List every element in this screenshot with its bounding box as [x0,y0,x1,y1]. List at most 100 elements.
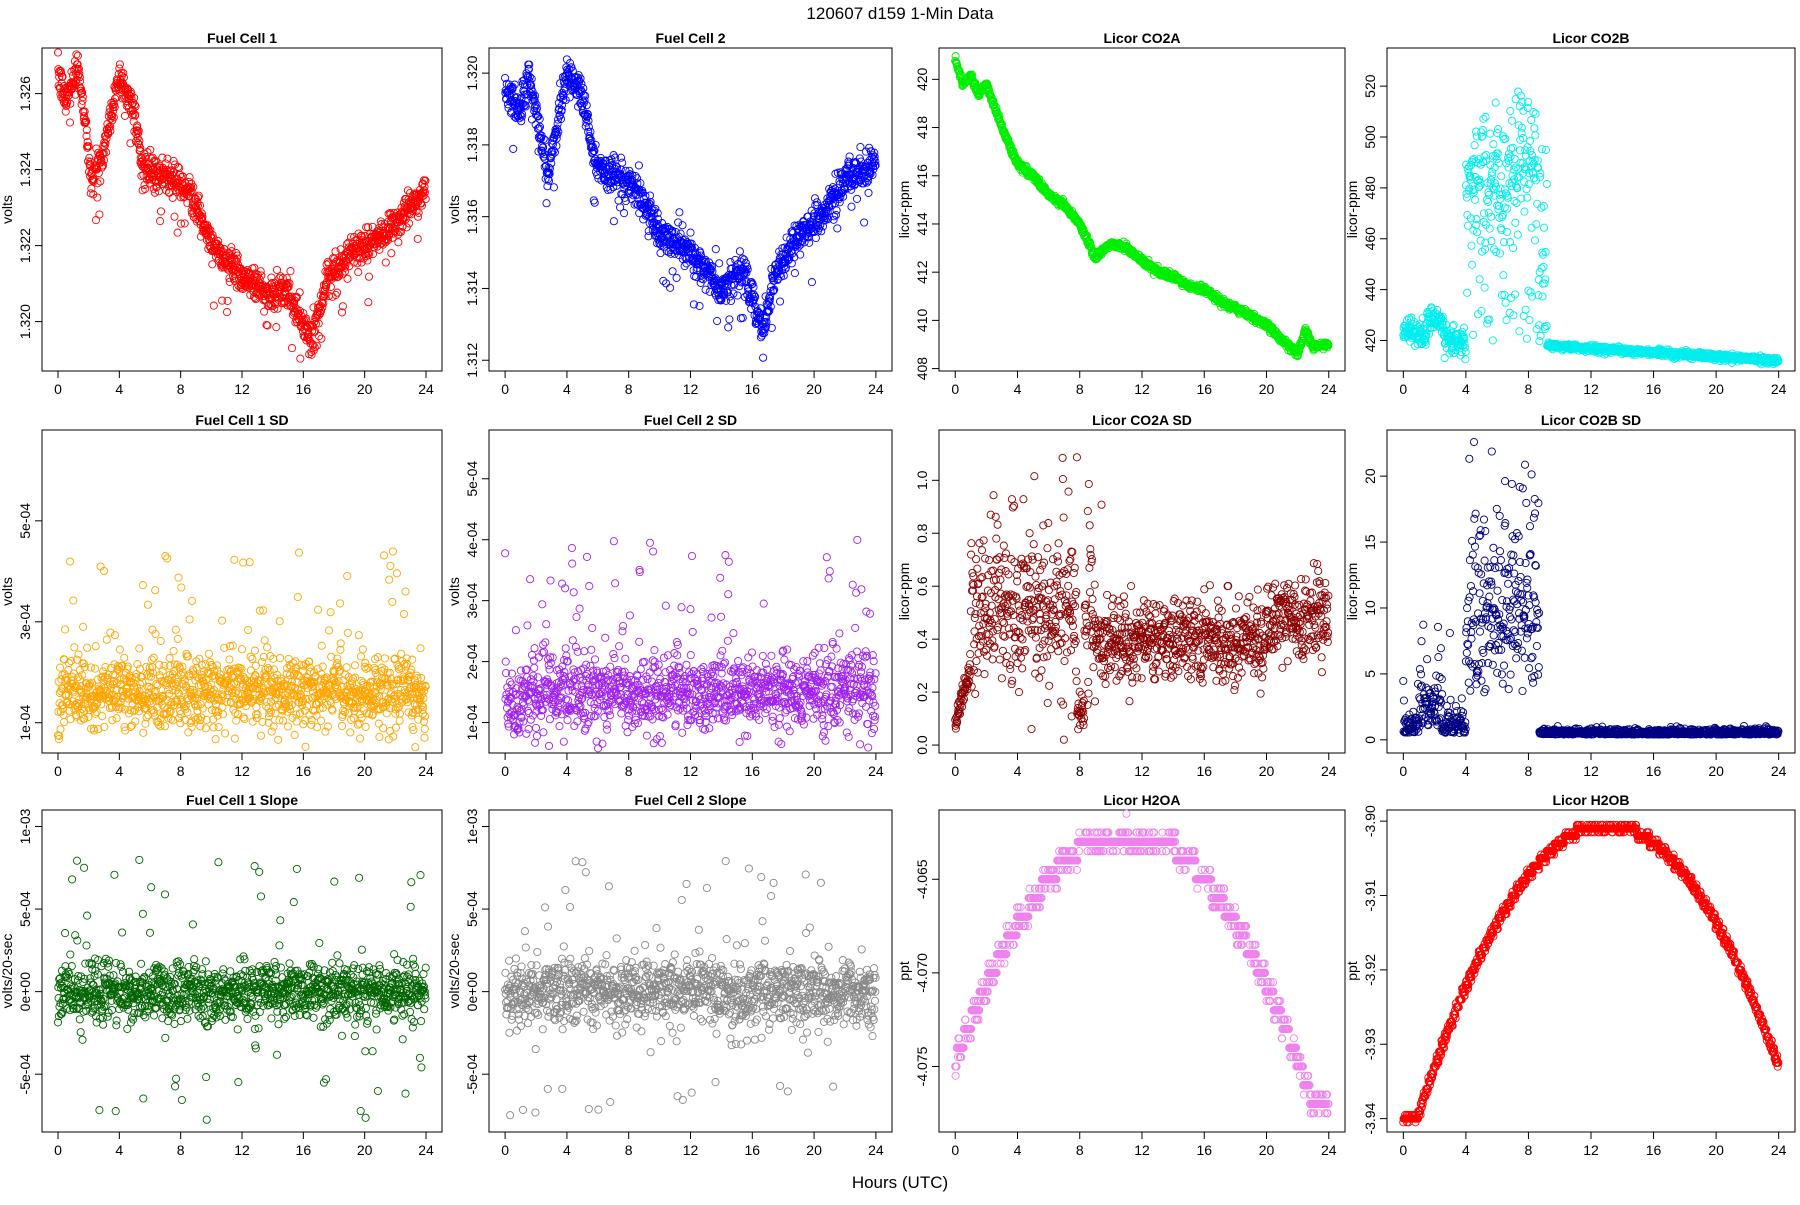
x-tick-label: 24 [1321,381,1337,397]
data-point [344,275,351,282]
panel-title: Licor CO2A [1103,30,1180,46]
data-point [57,726,64,733]
data-point [848,203,855,210]
x-tick-label: 12 [234,763,250,779]
y-axis-label: volts [0,195,15,224]
x-tick-label: 12 [683,381,699,397]
x-tick-label: 4 [115,381,123,397]
data-point [1539,293,1546,300]
y-axis-label: licor-ppm [1344,181,1360,239]
data-point [1490,141,1497,148]
data-point [1521,208,1528,215]
panel-title: Fuel Cell 1 [207,30,277,46]
y-tick-label: 440 [1362,278,1378,302]
data-point [1512,219,1519,226]
data-point [1504,205,1511,212]
data-point [716,260,723,267]
data-point [1533,221,1540,228]
data-point [1464,289,1471,296]
data-point [1460,324,1467,331]
data-point [1540,263,1547,270]
data-point [288,345,295,352]
x-tick-label: 20 [1708,381,1724,397]
data-point [1476,276,1483,283]
x-tick-label: 16 [1646,381,1662,397]
y-tick-label: 1.316 [464,199,480,234]
y-tick-label: 418 [914,116,930,140]
data-point [1542,146,1549,153]
x-tick-label: 8 [1076,381,1084,397]
data-point [1468,242,1475,249]
series-points [54,49,429,362]
x-tick-label: 0 [54,381,62,397]
x-tick-label: 16 [296,381,312,397]
y-tick-label: 420 [1362,329,1378,353]
data-point [1471,142,1478,149]
data-point [223,309,230,316]
data-point [66,558,73,565]
x-tick-label: 8 [625,381,633,397]
data-point [1540,203,1547,210]
data-point [1516,328,1523,335]
x-tick-label: 0 [54,763,62,779]
data-point [610,218,617,225]
data-point [760,354,767,361]
data-point [334,289,341,296]
y-tick-label: 3e-04 [17,604,33,640]
data-point [712,246,719,253]
y-axis-label: licor-ppm [896,181,912,239]
data-point [1462,356,1469,363]
data-point [1516,103,1523,110]
data-point [70,597,77,604]
data-point [74,52,81,59]
x-tick-label: 20 [357,763,373,779]
data-point [395,239,402,246]
data-point [65,660,72,667]
data-point [186,174,193,181]
data-point [96,211,103,218]
data-point [1514,231,1521,238]
data-point [846,153,853,160]
data-point [619,159,626,166]
data-point [1532,132,1539,139]
data-point [714,317,721,324]
data-point [1480,115,1487,122]
data-point [1537,332,1544,339]
x-tick-label: 24 [418,763,434,779]
data-point [1498,173,1505,180]
x-tick-label: 16 [296,763,312,779]
data-point [1462,348,1469,355]
figure-x-axis-label: Hours (UTC) [852,1173,948,1192]
data-point [57,664,64,671]
panel-title: Licor CO2B [1552,30,1629,46]
x-tick-label: 16 [745,381,761,397]
y-axis-label: volts [0,577,15,606]
y-axis-label: volts [446,195,462,224]
data-point [365,299,372,306]
x-tick-label: 20 [1259,381,1275,397]
data-point [224,297,231,304]
data-point [54,49,61,56]
x-tick-label: 0 [501,381,509,397]
y-tick-label: 1.320 [17,304,33,339]
data-point [1526,137,1533,144]
data-point [388,250,395,257]
y-tick-label: 408 [914,357,930,381]
series-points [952,53,1332,360]
panel-title: Fuel Cell 1 SD [195,412,288,428]
data-point [1526,316,1533,323]
y-tick-label: 480 [1362,176,1378,200]
data-point [273,324,280,331]
y-tick-label: 412 [914,260,930,284]
data-point [861,219,868,226]
data-point [676,209,683,216]
y-tick-label: 5e-04 [17,503,33,539]
x-tick-label: 8 [1525,381,1533,397]
data-point [1481,284,1488,291]
x-tick-label: 4 [1462,381,1470,397]
data-point [1482,113,1489,120]
